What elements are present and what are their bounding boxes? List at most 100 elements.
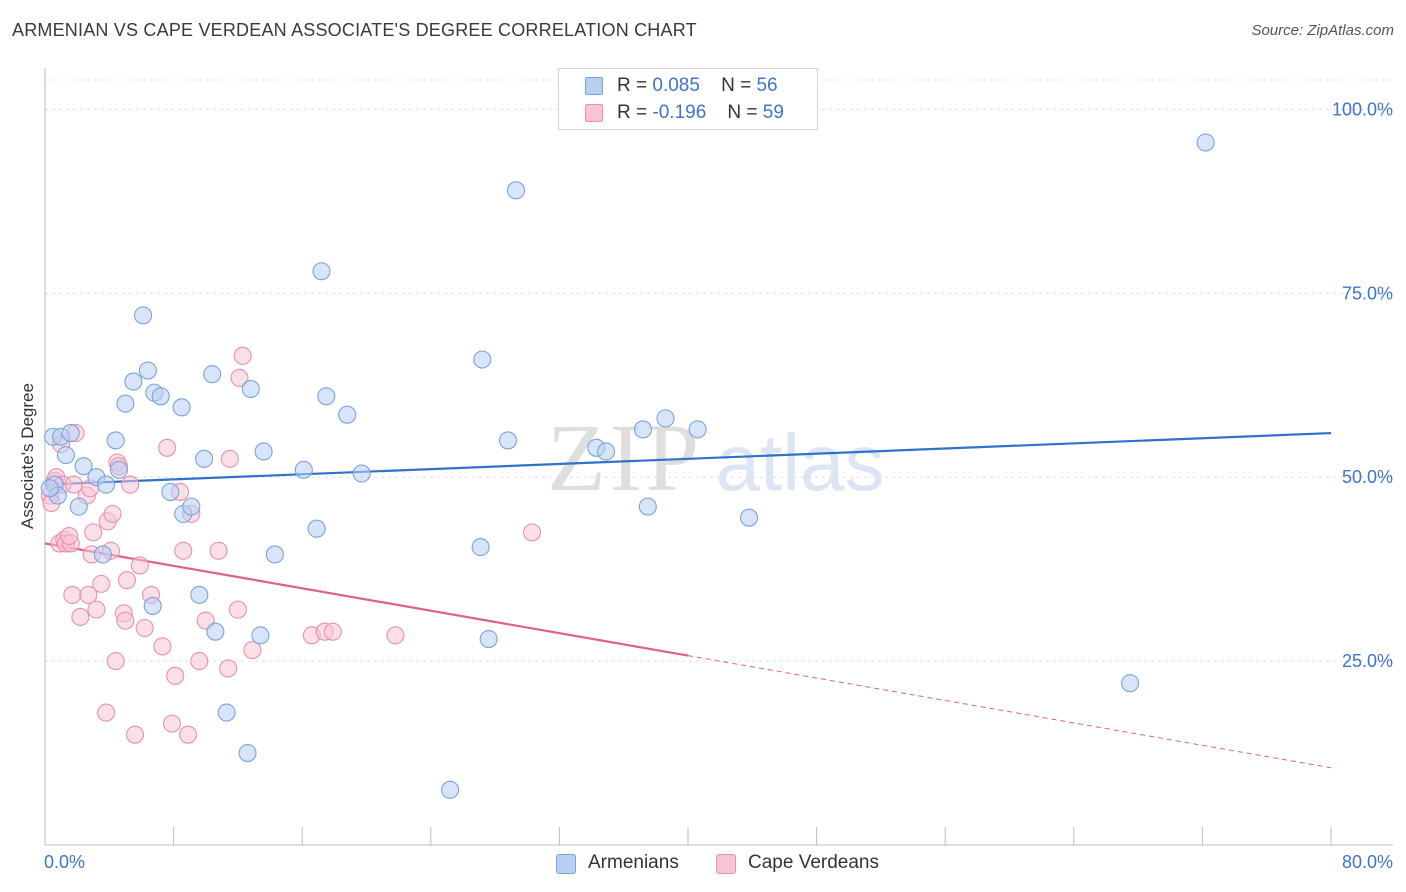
legend-r-label: R = [617, 102, 648, 123]
data-point-armenian [596, 442, 616, 461]
data-point-armenian [265, 545, 284, 564]
data-point-armenian [740, 508, 759, 527]
data-point-armenian [97, 475, 116, 494]
data-point-armenian [1196, 133, 1215, 152]
data-point-armenian [352, 464, 371, 483]
data-point-cape-verdean [174, 541, 193, 560]
trendline-pink [44, 542, 689, 657]
data-point-cape-verdean [92, 574, 111, 593]
data-point-armenian [56, 446, 75, 465]
y-tick-label: 25.0% [1342, 651, 1393, 671]
data-point-cape-verdean [220, 449, 239, 468]
correlation-legend: R = 0.085 N = 56 R = -0.196 N = 59 [558, 68, 818, 130]
legend-r-label: R = [617, 75, 648, 96]
data-point-armenian [217, 703, 236, 722]
data-point-armenian [74, 457, 93, 476]
data-point-armenian [241, 379, 260, 398]
data-point-armenian [441, 780, 460, 799]
legend-r-value: -0.196 [652, 102, 707, 123]
x-tick-label-min: 0.0% [44, 852, 86, 872]
data-point-cape-verdean [190, 652, 209, 671]
data-point-cape-verdean [209, 541, 228, 560]
data-point-armenian [688, 420, 707, 439]
data-point-cape-verdean [97, 703, 116, 722]
data-point-cape-verdean [117, 571, 137, 590]
data-point-armenian [116, 394, 135, 413]
data-point-armenian [151, 387, 170, 406]
data-point-cape-verdean [323, 622, 342, 641]
data-point-armenian [238, 744, 257, 763]
data-point-armenian [190, 585, 209, 604]
legend-swatch-blue [585, 77, 603, 95]
data-point-cape-verdean [219, 659, 238, 678]
data-point-armenian [479, 629, 498, 649]
data-point-armenian [638, 497, 657, 516]
data-point-cape-verdean [84, 523, 103, 542]
data-point-armenian [124, 372, 143, 391]
data-point-armenian [656, 409, 675, 428]
data-point-cape-verdean [71, 607, 90, 627]
data-point-armenian [106, 431, 125, 450]
data-point-armenian [93, 545, 112, 564]
data-point-cape-verdean [243, 641, 262, 660]
data-point-armenian [294, 460, 313, 479]
data-point-armenian [1121, 674, 1140, 693]
data-point-cape-verdean [79, 585, 98, 604]
trendline-blue [44, 431, 1332, 486]
legend-n-label: N = [721, 75, 752, 96]
data-point-cape-verdean [162, 714, 182, 733]
data-point-armenian [206, 622, 225, 641]
trendline-pink-dashed [687, 655, 1332, 769]
data-point-cape-verdean [233, 346, 252, 365]
legend-swatch-pink [585, 104, 603, 122]
legend-n-value: 56 [756, 75, 778, 96]
legend-n-value: 59 [762, 102, 784, 123]
data-point-armenian [506, 181, 526, 200]
y-tick-label: 75.0% [1342, 283, 1393, 303]
gridlines [45, 79, 1393, 662]
legend-n-label: N = [727, 102, 758, 123]
data-point-armenian [312, 262, 331, 281]
watermark-atlas: atlas [716, 418, 885, 507]
data-point-armenian [69, 497, 88, 516]
y-tick-label: 50.0% [1342, 467, 1393, 487]
data-point-cape-verdean [135, 618, 154, 638]
data-point-cape-verdean [158, 438, 177, 457]
data-point-cape-verdean [228, 600, 247, 619]
data-point-cape-verdean [386, 626, 405, 645]
data-point-cape-verdean [125, 725, 145, 744]
data-point-cape-verdean [130, 556, 149, 575]
watermark-zip: ZIP [547, 404, 703, 511]
data-point-armenian [195, 449, 214, 468]
data-point-armenian [633, 420, 653, 439]
data-point-armenian [471, 538, 490, 557]
data-point-armenian [109, 460, 128, 479]
data-point-armenian [172, 398, 191, 417]
data-point-cape-verdean [179, 725, 198, 744]
data-point-armenian [134, 306, 153, 325]
y-tick-label: 100.0% [1332, 99, 1393, 119]
data-point-cape-verdean [230, 368, 249, 387]
legend-r-value: 0.085 [652, 75, 700, 96]
data-point-cape-verdean [103, 504, 122, 524]
data-point-cape-verdean [106, 652, 125, 671]
chart-title: ARMENIAN VS CAPE VERDEAN ASSOCIATE'S DEG… [12, 20, 697, 40]
data-point-cape-verdean [60, 527, 79, 546]
data-point-armenian [307, 519, 326, 538]
data-point-armenian [203, 365, 222, 384]
data-point-armenian [138, 361, 157, 380]
trendlines [44, 431, 1332, 769]
data-point-cape-verdean [166, 666, 185, 685]
data-point-cape-verdean [121, 475, 140, 494]
data-point-armenian [317, 387, 336, 406]
source-label: Source: ZipAtlas.com [1251, 22, 1394, 39]
data-point-cape-verdean [153, 637, 172, 656]
bottom-legend-swatch-blue [556, 854, 576, 874]
data-points [40, 133, 1215, 799]
data-point-armenian [498, 431, 518, 450]
data-point-armenian [473, 350, 492, 369]
data-point-armenian [161, 482, 180, 501]
data-point-armenian [254, 442, 273, 461]
data-point-armenian [182, 497, 201, 516]
